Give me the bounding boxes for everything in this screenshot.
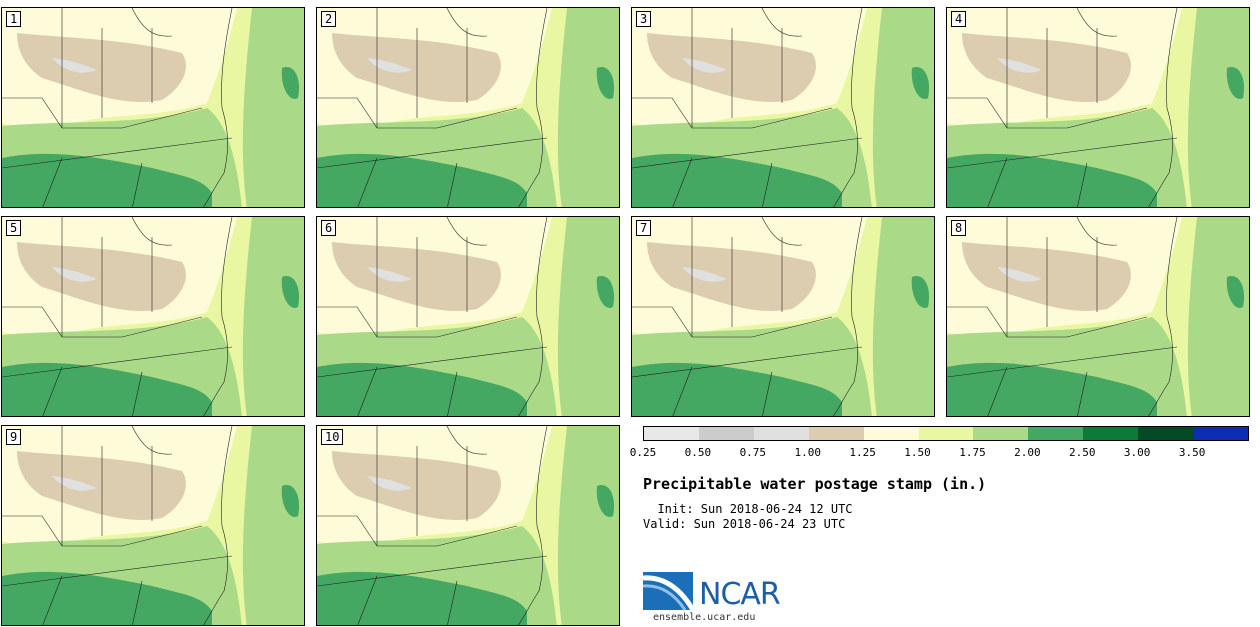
pw-map (947, 217, 1249, 416)
stamp-panel: 7 (631, 216, 935, 417)
colorbar-tick-label: 0.75 (739, 446, 767, 459)
pw-map (317, 426, 619, 625)
colorbar-segment (1193, 427, 1248, 440)
member-label: 8 (951, 220, 967, 236)
pw-map (2, 8, 304, 207)
colorbar-tick-label: 1.75 (959, 446, 986, 459)
member-label: 1 (6, 11, 22, 27)
pw-map (947, 8, 1249, 207)
colorbar-segment (918, 427, 974, 440)
colorbar-segment (808, 427, 864, 440)
colorbar-segment (973, 427, 1029, 440)
member-label: 4 (951, 11, 967, 27)
colorbar-tick-label: 0.50 (684, 446, 712, 459)
member-label: 6 (321, 220, 337, 236)
stamp-panel: 10 (316, 425, 620, 626)
colorbar-segment (863, 427, 919, 440)
colorbar-tick-label: 1.25 (849, 446, 876, 459)
stamp-panel: 2 (316, 7, 620, 208)
member-label: 9 (6, 429, 22, 445)
chart-title: Precipitable water postage stamp (in.) (643, 475, 987, 493)
stamp-panel: 3 (631, 7, 935, 208)
colorbar-tick-label: 1.00 (794, 446, 821, 459)
colorbar-tick-label: 0.25 (629, 446, 657, 459)
init-time: Init: Sun 2018-06-24 12 UTC (643, 502, 853, 516)
colorbar-segment (1138, 427, 1194, 440)
colorbar-segment (753, 427, 809, 440)
pw-map (2, 426, 304, 625)
colorbar-segment (698, 427, 754, 440)
colorbar-tick-label: 1.50 (904, 446, 931, 459)
colorbar-tick-label: 2.00 (1014, 446, 1041, 459)
pw-map (2, 217, 304, 416)
colorbar-tick-label: 2.50 (1069, 446, 1096, 459)
stamp-panel: 1 (1, 7, 305, 208)
colorbar-segment (1083, 427, 1139, 440)
stamp-panel: 9 (1, 425, 305, 626)
pw-map (317, 217, 619, 416)
colorbar (643, 426, 1249, 441)
pw-map (632, 217, 934, 416)
colorbar-tick-label: 3.00 (1123, 446, 1151, 459)
pw-map (632, 8, 934, 207)
member-label: 10 (321, 429, 344, 445)
valid-time: Valid: Sun 2018-06-24 23 UTC (643, 517, 846, 531)
member-label: 5 (6, 220, 22, 236)
member-label: 2 (321, 11, 337, 27)
member-label: 7 (636, 220, 652, 236)
colorbar-segment (1028, 427, 1084, 440)
logo-url: ensemble.ucar.edu (653, 612, 756, 623)
ncar-logo-text: NCAR (699, 577, 781, 612)
stamp-panel: 4 (946, 7, 1250, 208)
stamp-panel: 5 (1, 216, 305, 417)
colorbar-tick-label: 3.50 (1178, 446, 1206, 459)
stamp-panel: 8 (946, 216, 1250, 417)
ncar-logo-icon (643, 572, 696, 612)
pw-map (317, 8, 619, 207)
colorbar-segment (644, 427, 699, 440)
member-label: 3 (636, 11, 652, 27)
stamp-panel: 6 (316, 216, 620, 417)
